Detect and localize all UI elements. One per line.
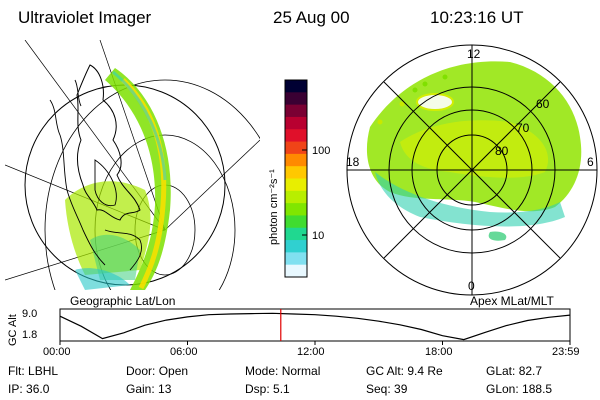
colorbar-segment [285, 264, 307, 278]
x-tick-0600: 06:00 [170, 346, 198, 358]
lat-label-80: 80 [495, 144, 509, 158]
colorbar-segment [285, 227, 307, 241]
colorbar-unit-label: photon cm⁻²s⁻¹ [268, 169, 280, 245]
x-tick-0000: 00:00 [43, 346, 71, 358]
mlt-label-18: 18 [346, 155, 360, 169]
colorbar-segment [285, 129, 307, 143]
colorbar-segment [285, 92, 307, 106]
colorbar-segment [285, 80, 307, 93]
lat-label-70: 70 [516, 121, 530, 135]
colorbar-segment [285, 190, 307, 204]
x-tick-1800: 18:00 [425, 346, 453, 358]
left-panel-caption: Geographic Lat/Lon [70, 294, 176, 308]
altitude-chart: 9.0 1.8 GC Alt [7, 308, 571, 346]
info-flt: Flt: LBHL [8, 364, 59, 378]
altitude-chart-frame [59, 308, 571, 342]
time-label: 10:23:16 UT [430, 8, 524, 27]
colorbar-tick-10: 10 [312, 230, 324, 242]
info-seq: Seq: 39 [366, 382, 408, 396]
colorbar-segment [285, 141, 307, 155]
info-ip: IP: 36.0 [8, 382, 50, 396]
colorbar-tick-100: 100 [312, 145, 330, 157]
mlt-label-12: 12 [467, 47, 481, 61]
coastline [76, 64, 141, 221]
y-tick-9: 9.0 [22, 308, 37, 320]
info-dsp: Dsp: 5.1 [245, 382, 290, 396]
mlt-label-6: 6 [587, 155, 594, 169]
colorbar-segment [285, 203, 307, 216]
date-label: 25 Aug 00 [273, 8, 350, 27]
colorbar: 100 10 photon cm⁻²s⁻¹ [268, 79, 330, 278]
x-tick-1200: 12:00 [297, 346, 325, 358]
colorbar-segment [285, 178, 307, 192]
colorbar-segment [285, 252, 307, 266]
instrument-title: Ultraviolet Imager [18, 8, 152, 27]
colorbar-segment [285, 104, 307, 118]
colorbar-segment [285, 166, 307, 179]
colorbar-segment [285, 116, 307, 130]
y-tick-1.8: 1.8 [22, 329, 37, 341]
colorbar-segment [285, 153, 307, 167]
right-panel-caption: Apex MLat/MLT [470, 294, 554, 308]
x-tick-2359: 23:59 [552, 346, 580, 358]
info-glon: GLon: 188.5 [486, 382, 553, 396]
colorbar-segment [285, 215, 307, 229]
info-glat: GLat: 82.7 [486, 364, 543, 378]
polar-plot: 12 18 6 0 60 70 80 [346, 44, 598, 296]
altitude-series-line [59, 312, 571, 341]
colorbar-scale [285, 80, 307, 278]
colorbar-segment [285, 240, 307, 253]
info-gain: Gain: 13 [126, 382, 172, 396]
colorbar-frame [284, 79, 308, 278]
info-gc-alt: GC Alt: 9.4 Re [366, 364, 443, 378]
geographic-image [5, 40, 260, 290]
info-door: Door: Open [126, 364, 189, 378]
lat-label-60: 60 [536, 97, 550, 111]
mlt-label-0: 0 [468, 279, 475, 293]
info-mode: Mode: Normal [245, 364, 321, 378]
y-axis-label: GC Alt [7, 314, 19, 346]
